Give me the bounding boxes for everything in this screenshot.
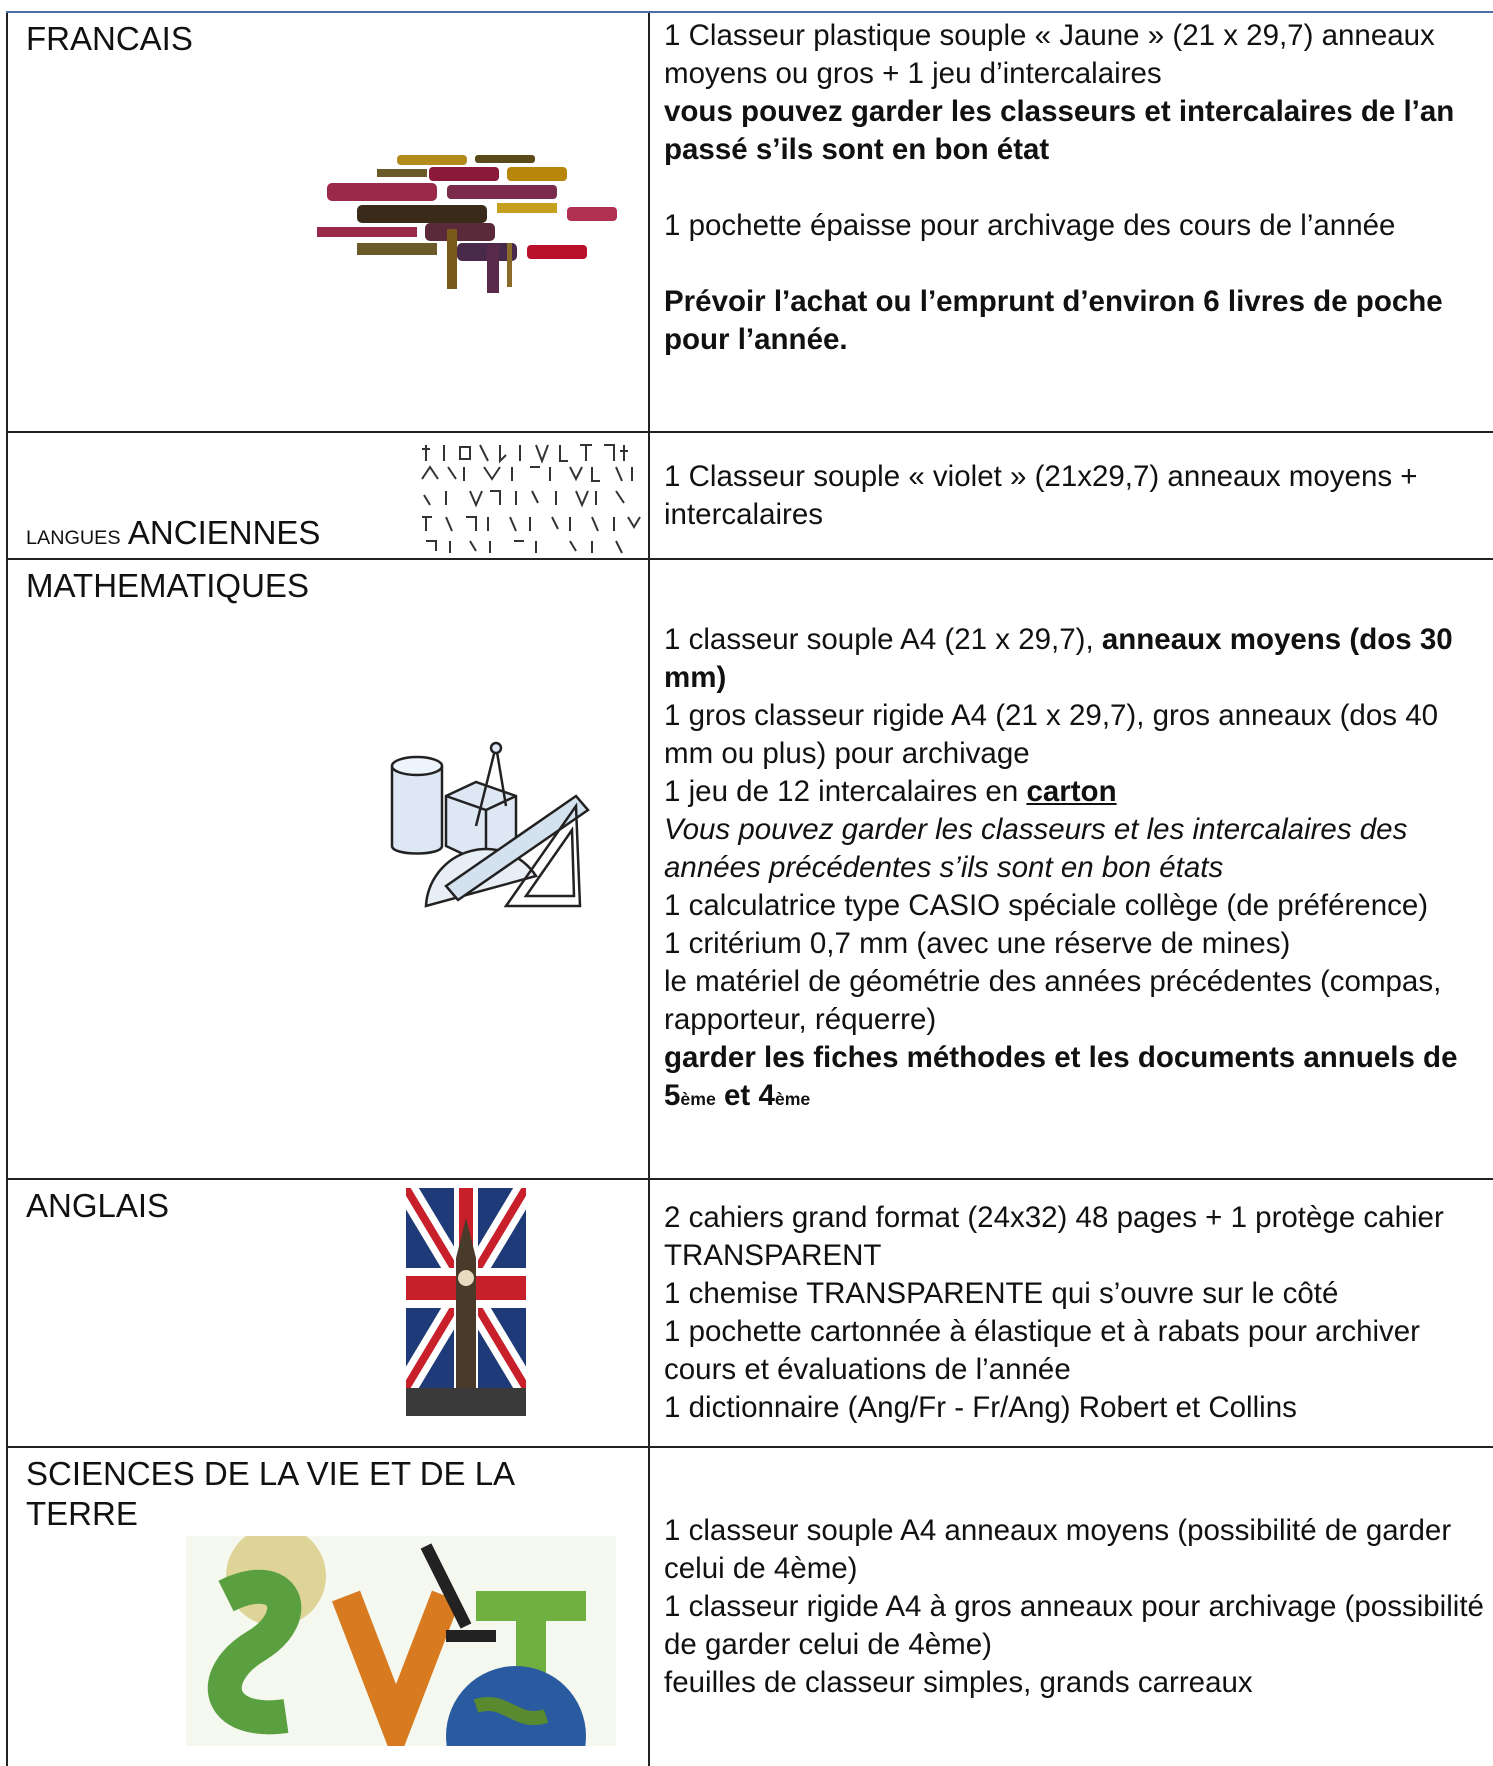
text-run: garder les fiches méthodes et les docume… <box>664 1040 1458 1112</box>
text-line: 1 dictionnaire (Ang/Fr - Fr/Ang) Robert … <box>664 1389 1487 1427</box>
word-cloud <box>317 155 617 293</box>
text-run: MATHEMATIQUES <box>26 567 309 604</box>
row: SCIENCES DE LA VIE ET DE LA TERRE 1 clas… <box>6 1446 1493 1766</box>
text-line: 1 chemise TRANSPARENTE qui s’ouvre sur l… <box>664 1275 1487 1313</box>
content-cell: 2 cahiers grand format (24x32) 48 pages … <box>650 1180 1493 1446</box>
flag-icon <box>406 1188 526 1416</box>
text-run: 1 Classeur souple « violet » (21x29,7) a… <box>664 459 1418 531</box>
text-run: 1 dictionnaire (Ang/Fr - Fr/Ang) Robert … <box>664 1391 1297 1424</box>
text-line: 1 classeur souple A4 (21 x 29,7), anneau… <box>664 621 1487 697</box>
text-run: 1 calculatrice type CASIO spéciale collè… <box>664 888 1429 922</box>
text-line: 1 critérium 0,7 mm (avec une réserve de … <box>664 925 1487 963</box>
row: FRANCAIS 1 Classeur plastique souple « J… <box>6 11 1493 431</box>
text-line: 1 gros classeur rigide A4 (21 x 29,7), g… <box>664 697 1487 773</box>
text-run: 1 classeur souple A4 (21 x 29,7), <box>664 622 1102 656</box>
text-run: 2 cahiers grand format (24x32) 48 pages … <box>664 1201 1444 1272</box>
row: ANGLAIS 2 cahiers grand format (24x32) 4… <box>6 1178 1493 1446</box>
geometry-icon <box>390 741 590 908</box>
content-cell: 1 Classeur plastique souple « Jaune » (2… <box>650 13 1493 431</box>
text-run: 1 Classeur plastique souple « Jaune » (2… <box>664 19 1435 90</box>
subject: SCIENCES DE LA VIE ET DE LA TERRE <box>26 1454 626 1534</box>
text-run: FRANCAIS <box>26 20 193 57</box>
text-run: ème <box>680 1088 716 1109</box>
svt-icon <box>186 1536 616 1746</box>
text-run: 1 critérium 0,7 mm (avec une réserve de … <box>664 926 1291 960</box>
text-line: vous pouvez garder les classeurs et inte… <box>664 93 1487 169</box>
text-line: 1 Classeur souple « violet » (21x29,7) a… <box>664 458 1487 534</box>
text-run: 1 chemise TRANSPARENTE qui s’ouvre sur l… <box>664 1277 1339 1310</box>
text-run: anneaux moyens (dos 30 mm) <box>664 622 1453 694</box>
text-line: Vous pouvez garder les classeurs et les … <box>664 811 1487 887</box>
text-line: feuilles de classeur simples, grands car… <box>664 1664 1487 1702</box>
text-run: 1 pochette cartonnée à élastique et à ra… <box>664 1315 1421 1386</box>
paragraph-group: 1 pochette épaisse pour archivage des co… <box>664 207 1487 245</box>
paragraph-group: 1 classeur souple A4 anneaux moyens (pos… <box>664 1512 1487 1702</box>
text-run: Prévoir l’achat ou l’emprunt d’environ 6… <box>664 285 1443 356</box>
text-run: SCIENCES DE LA VIE ET DE LA TERRE <box>26 1455 514 1532</box>
subject-cell: LANGUES ANCIENNES <box>6 433 650 558</box>
subject: FRANCAIS <box>26 19 638 59</box>
subject: MATHEMATIQUES <box>26 566 638 606</box>
text-run: Vous pouvez garder les classeurs et les … <box>664 812 1408 884</box>
text-run: carton <box>1026 774 1117 808</box>
text-run: le matériel de géométrie des années préc… <box>664 964 1442 1036</box>
text-run: LANGUES <box>26 527 121 549</box>
paragraph-group: 1 classeur souple A4 (21 x 29,7), anneau… <box>664 621 1487 1118</box>
paragraph-group: 1 Classeur plastique souple « Jaune » (2… <box>664 17 1487 169</box>
text-line: 1 pochette épaisse pour archivage des co… <box>664 207 1487 245</box>
subject-cell: FRANCAIS <box>6 13 650 431</box>
row: MATHEMATIQUES 1 classeur souple A4 (21 x… <box>6 558 1493 1178</box>
subject: ANGLAIS <box>26 1186 638 1226</box>
text-run: vous pouvez garder les classeurs et inte… <box>664 95 1455 166</box>
text-line: 1 classeur souple A4 anneaux moyens (pos… <box>664 1512 1487 1588</box>
text-line: Prévoir l’achat ou l’emprunt d’environ 6… <box>664 283 1487 359</box>
text-run: ANCIENNES <box>120 514 321 551</box>
text-line: 1 jeu de 12 intercalaires en carton <box>664 773 1487 811</box>
text-run: ème <box>774 1088 811 1109</box>
glyph-grid <box>421 444 641 554</box>
text-run: 1 classeur souple A4 anneaux moyens (pos… <box>664 1514 1452 1585</box>
text-line: le matériel de géométrie des années préc… <box>664 963 1487 1039</box>
content-cell: 1 Classeur souple « violet » (21x29,7) a… <box>650 433 1493 558</box>
content-cell: 1 classeur souple A4 (21 x 29,7), anneau… <box>650 560 1493 1178</box>
text-line: garder les fiches méthodes et les docume… <box>664 1039 1487 1118</box>
text-run: 1 pochette épaisse pour archivage des co… <box>664 209 1396 242</box>
row: LANGUES ANCIENNES 1 Classeur souple « vi… <box>6 431 1493 558</box>
paragraph-group: 2 cahiers grand format (24x32) 48 pages … <box>664 1199 1487 1427</box>
content-cell: 1 classeur souple A4 anneaux moyens (pos… <box>650 1448 1493 1766</box>
text-run: feuilles de classeur simples, grands car… <box>664 1666 1253 1699</box>
text-run: 1 jeu de 12 intercalaires en <box>664 774 1027 808</box>
paragraph-group: Prévoir l’achat ou l’emprunt d’environ 6… <box>664 283 1487 359</box>
subject-cell: ANGLAIS <box>6 1180 650 1446</box>
text-run: 1 classeur rigide A4 à gros anneaux pour… <box>664 1590 1484 1661</box>
subject-cell: SCIENCES DE LA VIE ET DE LA TERRE <box>6 1448 650 1766</box>
subject-cell: MATHEMATIQUES <box>6 560 650 1178</box>
text-run: ANGLAIS <box>26 1187 170 1224</box>
text-run: 1 gros classeur rigide A4 (21 x 29,7), g… <box>664 698 1439 770</box>
subject: LANGUES ANCIENNES <box>26 513 638 558</box>
text-run: et 4 <box>715 1078 775 1112</box>
text-line: 2 cahiers grand format (24x32) 48 pages … <box>664 1199 1487 1275</box>
text-line: 1 classeur rigide A4 à gros anneaux pour… <box>664 1588 1487 1664</box>
text-line: 1 calculatrice type CASIO spéciale collè… <box>664 887 1487 925</box>
paragraph-group: 1 Classeur souple « violet » (21x29,7) a… <box>664 458 1487 534</box>
text-line: 1 pochette cartonnée à élastique et à ra… <box>664 1313 1487 1389</box>
text-line: 1 Classeur plastique souple « Jaune » (2… <box>664 17 1487 93</box>
